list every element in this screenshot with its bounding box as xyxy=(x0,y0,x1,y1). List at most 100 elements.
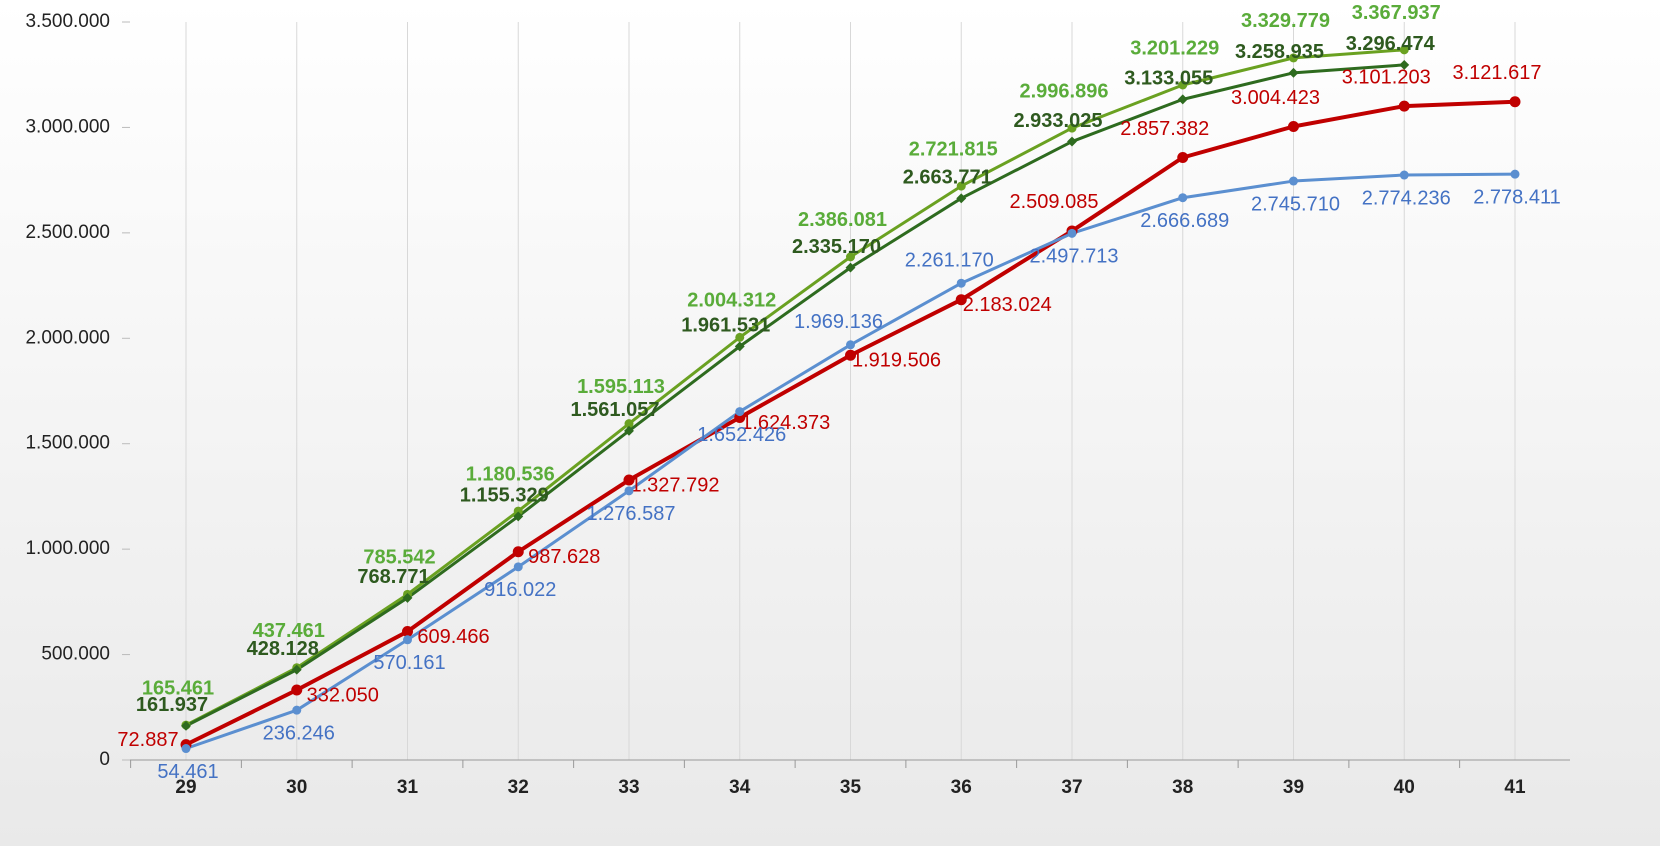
marker xyxy=(1288,120,1299,132)
marker xyxy=(1178,80,1188,90)
marker xyxy=(624,419,634,429)
marker xyxy=(513,511,524,522)
marker xyxy=(956,278,966,288)
data-label: 2.004.312 xyxy=(687,290,776,312)
data-label: 2.497.713 xyxy=(1030,246,1119,268)
data-label: 987.628 xyxy=(528,546,600,568)
marker xyxy=(955,294,967,306)
data-label: 2.261.170 xyxy=(905,249,994,271)
marker xyxy=(402,592,413,603)
marker xyxy=(512,546,524,558)
marker xyxy=(1509,96,1521,108)
marker xyxy=(291,684,303,696)
data-label: 2.663.771 xyxy=(903,167,992,189)
data-label: 1.652.426 xyxy=(697,424,786,446)
y-tick-label: 1.500.000 xyxy=(25,433,110,454)
data-label: 3.101.203 xyxy=(1342,66,1431,88)
data-label: 3.258.935 xyxy=(1235,41,1324,63)
marker xyxy=(1289,176,1298,186)
x-tick-label: 32 xyxy=(508,777,529,798)
y-tick-label: 0 xyxy=(99,749,110,770)
x-tick-label: 39 xyxy=(1283,777,1304,798)
data-label: 609.466 xyxy=(417,626,489,648)
x-tick-label: 37 xyxy=(1061,777,1082,798)
marker xyxy=(1067,136,1077,147)
marker xyxy=(846,252,855,262)
data-label: 2.183.024 xyxy=(963,294,1052,316)
marker xyxy=(181,744,191,754)
data-label: 332.050 xyxy=(307,684,379,706)
series-line xyxy=(185,63,1405,728)
marker xyxy=(1399,59,1410,70)
marker xyxy=(1067,123,1077,133)
data-label: 3.121.617 xyxy=(1453,62,1542,84)
marker xyxy=(402,625,413,637)
data-label: 1.969.136 xyxy=(794,311,883,333)
marker xyxy=(845,349,856,361)
data-label: 1.561.057 xyxy=(571,399,660,421)
data-label: 3.329.779 xyxy=(1241,10,1330,32)
y-tick-label: 500.000 xyxy=(41,644,110,665)
marker xyxy=(291,664,302,675)
marker xyxy=(1399,170,1409,180)
marker xyxy=(1289,53,1298,63)
data-label: 2.509.085 xyxy=(1010,191,1099,213)
x-tick-label: 35 xyxy=(840,777,862,798)
marker xyxy=(1398,100,1410,112)
data-label: 2.778.411 xyxy=(1473,186,1561,208)
data-label: 2.745.710 xyxy=(1251,193,1340,215)
data-label: 3.296.474 xyxy=(1346,33,1436,55)
data-label: 2.335.170 xyxy=(792,236,881,258)
marker xyxy=(1178,193,1188,203)
data-label: 2.666.689 xyxy=(1140,210,1229,232)
data-label: 1.961.531 xyxy=(681,315,770,337)
data-label: 1.624.373 xyxy=(741,412,830,434)
data-label: 2.774.236 xyxy=(1362,187,1451,209)
data-label: 1.155.329 xyxy=(460,485,549,507)
data-label: 2.933.025 xyxy=(1014,110,1103,132)
marker xyxy=(624,425,634,436)
data-label: 428.128 xyxy=(247,638,319,660)
marker xyxy=(1510,169,1520,179)
data-label: 165.461 xyxy=(142,677,214,699)
x-tick-label: 36 xyxy=(951,777,972,798)
x-tick-label: 29 xyxy=(175,777,196,798)
data-label: 437.461 xyxy=(253,620,325,642)
x-tick-label: 33 xyxy=(618,777,639,798)
marker xyxy=(624,486,634,496)
x-tick-label: 34 xyxy=(729,777,751,798)
data-label: 3.133.055 xyxy=(1124,68,1213,90)
data-label: 2.386.081 xyxy=(798,209,887,231)
marker xyxy=(513,506,523,516)
data-label: 72.887 xyxy=(117,729,178,751)
x-tick-label: 41 xyxy=(1504,777,1526,798)
marker xyxy=(845,262,856,273)
data-label: 2.996.896 xyxy=(1020,80,1109,102)
data-label: 916.022 xyxy=(484,579,556,601)
data-label: 1.276.587 xyxy=(587,503,676,525)
y-tick-label: 3.000.000 xyxy=(25,116,110,137)
y-tick-label: 1.000.000 xyxy=(25,538,110,559)
data-label: 236.246 xyxy=(263,722,335,744)
y-tick-label: 3.500.000 xyxy=(25,11,110,32)
series-line xyxy=(185,48,1405,727)
marker xyxy=(846,340,855,350)
data-label: 2.721.815 xyxy=(909,138,998,160)
marker xyxy=(181,720,191,731)
marker xyxy=(956,193,967,204)
marker xyxy=(292,705,302,715)
data-label: 1.919.506 xyxy=(852,350,941,372)
y-tick-label: 2.500.000 xyxy=(25,222,110,243)
data-label: 3.367.937 xyxy=(1352,2,1441,24)
x-tick-label: 40 xyxy=(1394,777,1415,798)
data-label: 54.461 xyxy=(157,761,218,783)
marker xyxy=(1067,228,1077,238)
data-label: 1.327.792 xyxy=(631,474,720,496)
marker xyxy=(1288,67,1299,78)
x-tick-label: 38 xyxy=(1172,777,1193,798)
data-label: 1.180.536 xyxy=(466,463,555,485)
data-label: 3.201.229 xyxy=(1130,37,1219,59)
marker xyxy=(735,332,745,342)
marker xyxy=(956,181,966,191)
